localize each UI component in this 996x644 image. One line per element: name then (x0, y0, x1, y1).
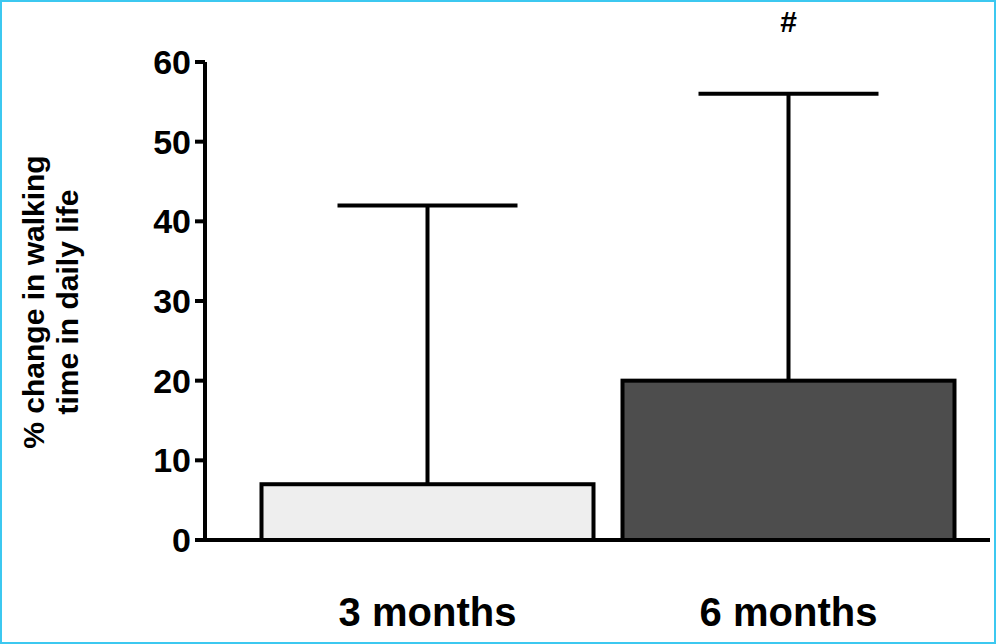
bar (262, 484, 594, 540)
x-tick-label: 3 months (339, 590, 517, 634)
y-axis-label: time in daily life (51, 189, 84, 414)
y-tick (195, 60, 205, 64)
error-bar (699, 94, 879, 381)
y-tick-label: 10 (153, 441, 191, 479)
annotation: # (780, 5, 797, 38)
y-tick-label: 30 (153, 282, 191, 320)
y-tick-label: 60 (153, 43, 191, 81)
x-tick-label: 6 months (700, 590, 878, 634)
error-bar (338, 205, 518, 484)
bar (623, 381, 955, 540)
marks (262, 94, 955, 540)
y-tick-label: 50 (153, 123, 191, 161)
y-tick (195, 458, 205, 462)
y-tick-label: 40 (153, 202, 191, 240)
y-tick-label: 0 (172, 521, 191, 559)
y-tick (195, 140, 205, 144)
error-cap (338, 203, 518, 207)
x-axis (203, 538, 990, 542)
y-tick (195, 538, 205, 542)
chart-frame: 0 10 20 30 40 50 60 3 months 6 months % change in… (0, 0, 996, 644)
error-stem (426, 205, 430, 484)
y-axis-label: % change in walking (17, 155, 50, 448)
error-cap (699, 92, 879, 96)
y-tick (195, 219, 205, 223)
y-tick-label: 20 (153, 362, 191, 400)
chart-svg: 0 10 20 30 40 50 60 3 months 6 months % change in… (2, 2, 994, 642)
y-tick (195, 299, 205, 303)
y-tick (195, 379, 205, 383)
error-stem (787, 94, 791, 381)
